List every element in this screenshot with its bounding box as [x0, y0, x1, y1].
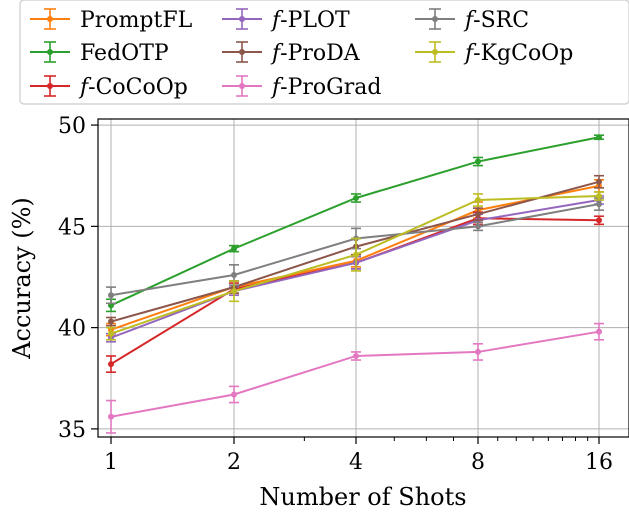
y-axis-label: Accuracy (%)	[8, 197, 36, 360]
legend-label-text: -PLOT	[280, 8, 350, 33]
data-point	[353, 251, 359, 258]
series-f-kgcoop	[106, 191, 604, 341]
data-point	[596, 217, 602, 224]
series-fedotp	[106, 134, 604, 313]
data-point	[353, 352, 359, 359]
data-point	[596, 201, 602, 208]
data-point	[108, 361, 114, 368]
x-tick-label: 4	[349, 450, 363, 475]
data-point	[475, 158, 481, 165]
data-point	[475, 197, 481, 204]
legend-swatch-marker	[239, 49, 245, 55]
legend-item: f-ProDA	[222, 41, 361, 66]
legend-label: f-KgCoOp	[463, 41, 573, 66]
legend-frame	[19, 0, 629, 105]
data-point	[353, 194, 359, 201]
series-layer	[106, 134, 604, 434]
data-point	[475, 348, 481, 355]
x-tick-label: 1	[104, 450, 118, 475]
series-f-prograd	[106, 322, 604, 434]
legend-swatch-marker	[47, 83, 53, 89]
data-point	[596, 328, 602, 335]
data-point	[475, 211, 481, 218]
legend-swatch-marker	[47, 16, 53, 22]
legend-label-text: -KgCoOp	[473, 41, 573, 66]
data-point	[231, 271, 237, 278]
legend-label: f-PLOT	[270, 8, 350, 33]
data-point	[475, 223, 481, 230]
legend-swatch-marker	[432, 16, 438, 22]
legend-label-text: -ProGrad	[280, 75, 381, 100]
legend-item: f-SRC	[415, 8, 529, 33]
legend-item: f-CoCoOp	[30, 75, 188, 100]
y-tick-label: 40	[58, 317, 86, 342]
data-point	[596, 134, 602, 141]
data-point	[108, 413, 114, 420]
legend-item: f-ProGrad	[222, 75, 381, 100]
legend-swatch-marker	[239, 83, 245, 89]
legend-item: FedOTP	[30, 41, 169, 66]
legend-label-text: -SRC	[473, 8, 529, 33]
grid	[98, 119, 629, 437]
legend-item: f-KgCoOp	[415, 41, 573, 66]
legend-item: f-PLOT	[222, 8, 350, 33]
legend-label: f-ProGrad	[270, 75, 381, 100]
legend-label-text: -CoCoOp	[88, 75, 188, 100]
legend-swatch-marker	[239, 16, 245, 22]
series-f-src	[106, 197, 604, 305]
y-tick-label: 35	[58, 418, 86, 443]
data-point	[596, 178, 602, 185]
y-tick-label: 45	[58, 215, 86, 240]
legend-label: f-ProDA	[270, 41, 361, 66]
legend-swatch-marker	[47, 49, 53, 55]
legend-swatch-marker	[432, 49, 438, 55]
x-tick-label: 2	[227, 450, 241, 475]
data-point	[231, 288, 237, 295]
y-tick-label: 50	[58, 114, 86, 139]
data-point	[231, 245, 237, 252]
series-line	[110, 330, 600, 418]
legend: PromptFL FedOTP f-CoCoOp f-PLOT f-ProDA f-Pro…	[30, 8, 573, 100]
legend-label: f-SRC	[463, 8, 529, 33]
legend-label-text: -ProDA	[280, 41, 361, 66]
series-line	[110, 136, 600, 307]
legend-label: f-CoCoOp	[78, 75, 188, 100]
data-point	[231, 391, 237, 398]
ticks: 1 2 4 8 16 35 40 45 50	[58, 114, 613, 475]
legend-label-text: PromptFL	[80, 8, 193, 33]
legend-label-text: FedOTP	[80, 41, 169, 66]
plot-frame	[97, 118, 629, 438]
data-point	[108, 330, 114, 337]
series-line	[110, 203, 600, 297]
data-point	[108, 292, 114, 299]
data-point	[108, 318, 114, 325]
data-point	[596, 192, 602, 199]
x-tick-label: 8	[471, 450, 485, 475]
x-axis-label: Number of Shots	[259, 483, 466, 511]
legend-item: PromptFL	[30, 8, 193, 33]
legend-label: PromptFL	[80, 8, 193, 33]
x-tick-label: 16	[585, 450, 613, 475]
legend-label: FedOTP	[80, 41, 169, 66]
